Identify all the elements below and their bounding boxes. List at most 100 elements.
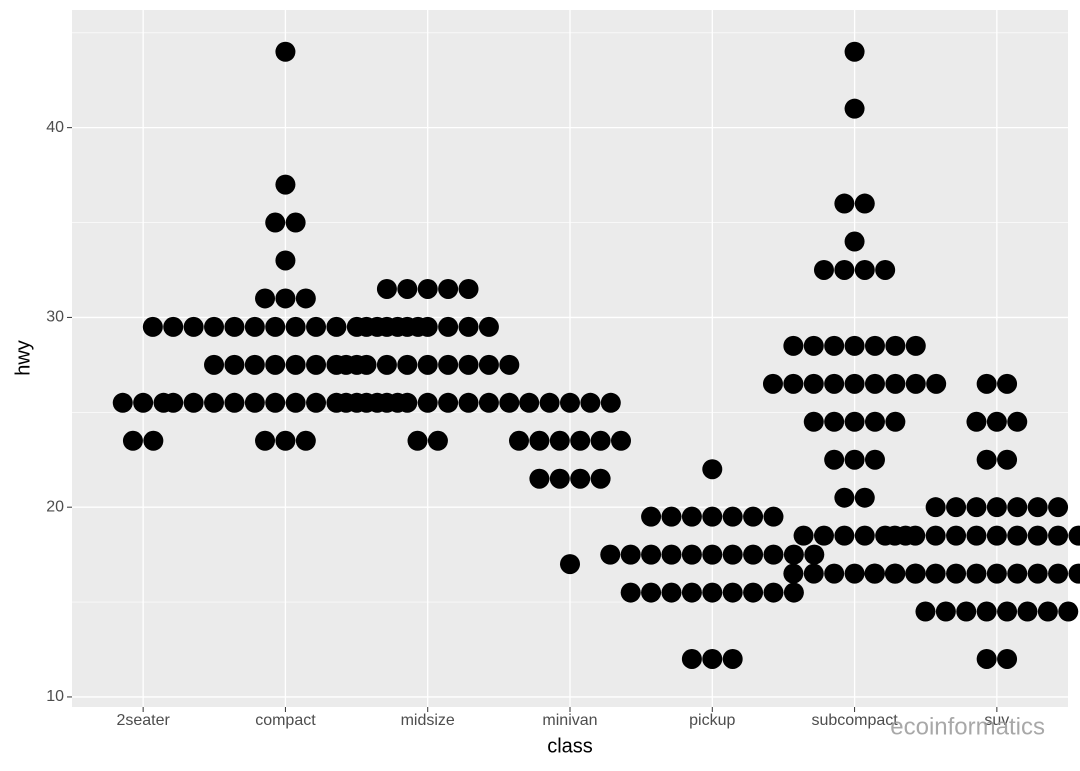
dot	[681, 506, 702, 527]
dot	[275, 41, 296, 62]
dot	[265, 316, 286, 337]
dot	[163, 316, 184, 337]
dot	[946, 563, 967, 584]
dot	[163, 392, 184, 413]
dot	[549, 430, 570, 451]
dot	[285, 212, 306, 233]
dot	[529, 468, 550, 489]
x-tick-label: midsize	[401, 712, 455, 729]
dot	[925, 563, 946, 584]
x-axis-title: class	[547, 735, 593, 757]
dot	[935, 601, 956, 622]
x-tick-label: 2seater	[116, 712, 170, 729]
dot	[1027, 563, 1048, 584]
dot	[844, 41, 865, 62]
dot	[570, 430, 591, 451]
dot	[376, 316, 397, 337]
dot	[997, 648, 1018, 669]
dot	[285, 392, 306, 413]
dot	[376, 392, 397, 413]
dot	[458, 316, 479, 337]
dot	[864, 411, 885, 432]
dot	[438, 278, 459, 299]
dot	[864, 335, 885, 356]
dot	[224, 392, 245, 413]
dots	[112, 41, 1080, 669]
dot	[204, 354, 225, 375]
dot	[275, 288, 296, 309]
dot	[397, 354, 418, 375]
dot	[641, 506, 662, 527]
dot	[997, 373, 1018, 394]
dot	[306, 354, 327, 375]
dot	[824, 563, 845, 584]
dot	[966, 525, 987, 546]
dot	[1068, 525, 1080, 546]
dot	[611, 430, 631, 451]
dot	[285, 354, 306, 375]
dot	[743, 544, 764, 565]
dot	[438, 354, 459, 375]
dot	[681, 648, 702, 669]
dot	[834, 259, 855, 280]
dot	[844, 449, 865, 470]
dot	[438, 316, 459, 337]
dot	[1007, 497, 1028, 518]
x-tick-label: minivan	[542, 712, 597, 729]
dot	[142, 316, 163, 337]
dot	[641, 544, 662, 565]
dot	[326, 316, 347, 337]
dot	[620, 544, 641, 565]
dot	[803, 335, 824, 356]
dot	[295, 430, 316, 451]
dot	[285, 316, 306, 337]
dot	[803, 373, 824, 394]
dot	[183, 392, 204, 413]
dot	[458, 392, 479, 413]
dot	[966, 563, 987, 584]
dot	[224, 354, 245, 375]
dot	[275, 250, 296, 271]
dot	[255, 288, 276, 309]
dot	[976, 373, 997, 394]
dot	[417, 354, 438, 375]
dot	[661, 582, 682, 603]
dot	[824, 335, 845, 356]
dot	[1048, 525, 1069, 546]
dot	[417, 278, 438, 299]
dot	[844, 563, 865, 584]
dot	[722, 506, 743, 527]
dot	[681, 544, 702, 565]
dot	[224, 316, 245, 337]
dot	[590, 468, 611, 489]
dot	[702, 544, 723, 565]
dot	[499, 354, 520, 375]
dot	[976, 601, 997, 622]
dot	[661, 544, 682, 565]
dot	[417, 392, 438, 413]
dot	[143, 430, 164, 451]
dot	[946, 525, 967, 546]
dot	[824, 449, 845, 470]
dot	[1068, 563, 1080, 584]
dot	[884, 525, 905, 546]
dot	[844, 373, 865, 394]
dot	[478, 316, 499, 337]
dot	[1027, 525, 1048, 546]
dot	[641, 582, 662, 603]
dot	[743, 582, 764, 603]
x-tick-label: compact	[255, 712, 316, 729]
dot	[183, 316, 204, 337]
dot	[661, 506, 682, 527]
dot	[560, 392, 580, 413]
dot	[702, 648, 723, 669]
dot	[570, 468, 591, 489]
dot	[478, 354, 499, 375]
dot	[265, 212, 286, 233]
dot	[1017, 601, 1038, 622]
dot	[986, 563, 1007, 584]
dot	[397, 316, 418, 337]
dot	[265, 354, 286, 375]
dot	[244, 392, 265, 413]
